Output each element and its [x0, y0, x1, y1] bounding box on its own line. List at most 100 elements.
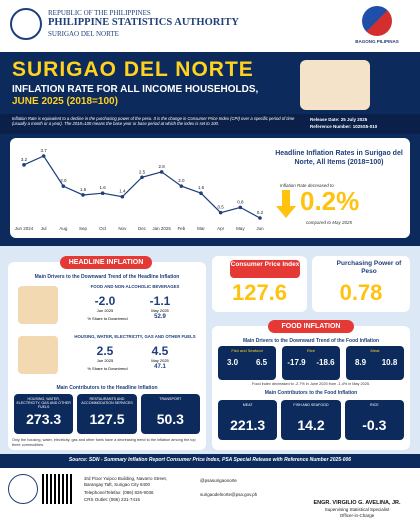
contributor-value: 127.5	[89, 411, 125, 427]
contributor-value: 221.3	[230, 417, 266, 433]
highlight-compared: compared to May 2025	[306, 220, 353, 225]
x-tick-label: Aug	[59, 226, 68, 231]
food-drivers-title: Main Drivers to the Downward Trend of th…	[242, 338, 380, 344]
x-tick-label: Dec	[138, 226, 147, 231]
driver-current-label: Jun 2025	[96, 358, 114, 363]
value-label: 1.6	[198, 185, 205, 190]
food-driver-label: Meat	[370, 348, 380, 353]
value-label: 1.6	[100, 185, 107, 190]
release-date: Release Date: 25 July 2025	[310, 117, 368, 122]
food-contributors-title: Main Contributors to the Food Inflation	[264, 390, 358, 396]
food-driver-label: Fish and Seafood	[231, 348, 263, 353]
food-driver-current: 8.9	[354, 358, 367, 367]
driver-label: HOUSING, WATER, ELECTRICITY, GAS AND OTH…	[74, 334, 196, 339]
point	[199, 191, 203, 195]
point	[22, 163, 26, 167]
ppp-value: 0.78	[339, 280, 383, 305]
crs: CRS Outlet: (086) 231-7415	[84, 497, 141, 502]
point	[120, 194, 125, 199]
food-driver-box	[218, 346, 276, 380]
title-line1: SURIGAO DEL NORTE	[12, 58, 254, 81]
value-label: 0.2	[257, 210, 264, 215]
contributor-value: 50.3	[156, 411, 184, 427]
x-tick-label: Feb	[177, 226, 185, 231]
contributor-label: FISH AND SEAFOOD	[293, 403, 329, 407]
food-driver-box	[346, 346, 404, 380]
email: surigaodelnorte@psa.gov.ph	[200, 492, 258, 497]
x-tick-label: Sep	[79, 226, 88, 231]
value-label: 2.0	[60, 178, 67, 183]
headline-heading: HEADLINE INFLATION	[60, 256, 152, 269]
x-tick-label: May	[236, 226, 245, 231]
cpi-label: Consumer Price Index	[230, 260, 300, 278]
definition-band	[0, 114, 420, 134]
agency: PHILIPPINE STATISTICS AUTHORITY	[48, 17, 239, 28]
title-line2: INFLATION RATE FOR ALL INCOME HOUSEHOLDS…	[12, 84, 259, 95]
food-driver-previous: 6.5	[255, 358, 268, 367]
contributor-value: 14.2	[297, 417, 325, 433]
definition: Inflation Rate is equivalent to a declin…	[12, 116, 295, 127]
driver-label: FOOD AND NON-ALCOHOLIC BEVERAGES	[90, 284, 180, 289]
point	[258, 216, 262, 220]
brand: BAGONG PILIPINAS	[355, 39, 399, 44]
driver-share: 47.1	[154, 364, 166, 370]
officer: ENGR. VIRGILIO G. AVELINA, JR.	[313, 500, 401, 506]
food-driver-current: -17.9	[287, 358, 306, 367]
ppp-card	[312, 256, 410, 312]
contributor-box	[281, 400, 341, 440]
contributor-label: RESTAURANTS AND ACCOMMODATION SERVICES	[81, 397, 133, 406]
value-label: 2.8	[159, 164, 166, 169]
food-heading: FOOD INFLATION	[268, 320, 354, 333]
driver-current-label: Jun 2025	[96, 308, 114, 313]
line	[23, 155, 261, 219]
x-tick-label: Jun 2024	[15, 226, 34, 231]
driver-share-label: % Share to Downtrend	[87, 366, 128, 371]
bp-logo	[362, 6, 392, 36]
address: 3rd Floor Yuipco Building, Navarro Stree…	[84, 476, 167, 487]
contributor-box	[14, 394, 74, 434]
x-tick-label: Apr	[217, 226, 225, 231]
republic: REPUBLIC OF THE PHILIPPINES	[48, 9, 151, 17]
line-chart: 3.2 Jun 2024 3.7 Jul 2.0 Aug 1.5 Sep 1.6 Oct 1.4 No…	[15, 148, 264, 231]
headline-drivers-title: Main Drivers to the Downward Trend of th…	[34, 274, 180, 280]
point	[238, 205, 243, 210]
value-label: 3.2	[21, 157, 28, 162]
food-driver-label: Rice	[306, 348, 315, 353]
driver-share: 52.9	[154, 314, 166, 320]
iso-badge	[8, 474, 38, 504]
social: @psasurigaonorte	[200, 478, 237, 483]
title-line3: JUNE 2025 (2018=100)	[12, 96, 118, 107]
qr-code	[42, 474, 72, 504]
driver-previous-label: May 2025	[151, 308, 169, 313]
ppp-label: Purchasing Power of Peso	[336, 260, 402, 275]
contributor-box	[344, 400, 404, 440]
food-driver-previous: -18.6	[316, 358, 335, 367]
cpi-value: 127.6	[231, 280, 288, 305]
value-label: 1.5	[80, 187, 87, 192]
x-tick-label: Jan 2025	[152, 226, 171, 231]
headline-note: Only the housing, water, electricity, ga…	[12, 438, 196, 447]
value-label: 0.5	[218, 205, 225, 210]
contributor-label: HOUSING, WATER, ELECTRICITY, GAS AND OTH…	[16, 397, 71, 410]
driver-icon	[18, 336, 58, 374]
x-tick-label: Mar	[197, 226, 205, 231]
x-tick-label: Jul	[41, 226, 47, 231]
value-label: 3.7	[41, 148, 48, 153]
highlight-value: 0.2%	[300, 186, 360, 216]
driver-current: 2.5	[96, 344, 114, 358]
food-driver-current: 3.0	[226, 358, 239, 367]
phone: Telephone/Telefax: (086) 826-9036	[84, 490, 154, 495]
value-label: 2.0	[178, 178, 185, 183]
contributor-label: MEAT	[242, 403, 253, 407]
value-label: 0.8	[237, 199, 244, 204]
psa-logo	[10, 8, 42, 40]
x-tick-label: Nov	[118, 226, 127, 231]
point	[179, 184, 184, 188]
value-label: 1.4	[119, 189, 126, 194]
chart-title: Headline Inflation Rates in Surigao del …	[275, 150, 403, 166]
driver-icon	[18, 286, 58, 324]
contributor-box	[218, 400, 278, 440]
down-arrow	[276, 190, 296, 218]
contributor-label: TRANSPORT	[159, 397, 182, 401]
